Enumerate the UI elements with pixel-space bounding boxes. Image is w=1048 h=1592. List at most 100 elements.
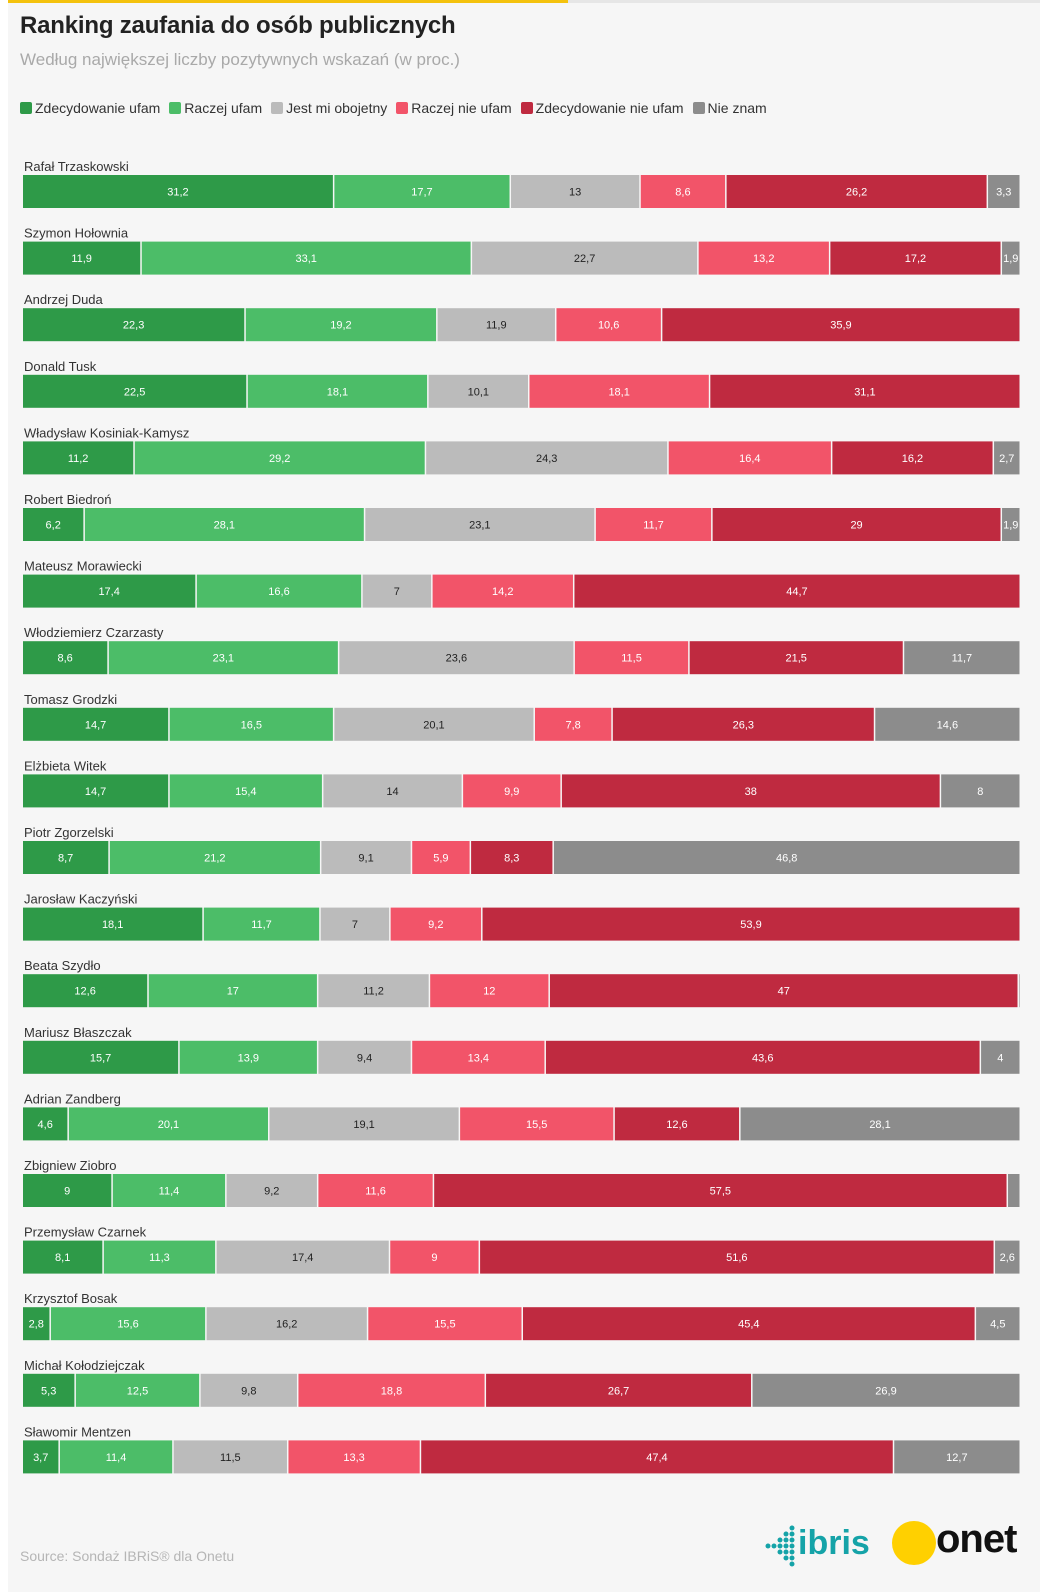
row-label: Elżbieta Witek — [24, 758, 107, 773]
bar-segment — [830, 241, 1001, 275]
data-label: 15,5 — [526, 1119, 547, 1131]
bar-segment — [726, 175, 987, 208]
legend-item: Nie znam — [692, 100, 767, 116]
legend-item: Zdecydowanie ufam — [20, 100, 160, 116]
bar-segment — [269, 1107, 459, 1141]
data-label: 11,4 — [159, 1186, 180, 1198]
bar-segment — [365, 508, 595, 541]
data-label: 12,5 — [127, 1385, 148, 1397]
bar-segment — [471, 841, 553, 874]
bar-segment — [112, 1174, 226, 1207]
bar-segment — [875, 707, 1020, 741]
data-label: 51,6 — [726, 1252, 747, 1264]
onet-wordmark: onet — [936, 1517, 1017, 1561]
bar-segment — [318, 1040, 411, 1074]
data-label: 11,3 — [149, 1252, 170, 1264]
bar-segment — [1002, 508, 1020, 541]
legend-swatch — [396, 102, 409, 114]
data-label: 16,6 — [268, 586, 289, 598]
data-label: 16,4 — [739, 453, 760, 465]
data-label: 31,2 — [167, 187, 188, 199]
row-label: Michał Kołodziejczak — [24, 1358, 145, 1373]
data-label: 53,9 — [740, 919, 761, 931]
data-label: 3,7 — [33, 1452, 48, 1464]
data-label: 9,9 — [504, 786, 519, 798]
data-label: 4,5 — [990, 1319, 1005, 1331]
row-label: Szymon Hołownia — [24, 226, 129, 241]
data-label: 21,5 — [785, 653, 806, 665]
data-label: 9,2 — [264, 1186, 279, 1198]
bar-segment — [941, 774, 1020, 808]
onet-dot-icon — [892, 1521, 936, 1565]
data-label: 12 — [483, 986, 495, 998]
data-label: 9,2 — [428, 919, 443, 931]
data-label: 8,6 — [675, 187, 690, 199]
bar-segment — [662, 308, 1020, 342]
bar-segment — [994, 441, 1020, 475]
bar-segment — [59, 1440, 173, 1474]
legend-item: Zdecydowanie nie ufam — [520, 100, 684, 116]
bar-segment — [412, 841, 470, 874]
ibris-wordmark: ibris — [798, 1524, 870, 1562]
bar-segment — [752, 1373, 1020, 1407]
data-label: 15,7 — [90, 1052, 111, 1064]
row-label: Piotr Zgorzelski — [24, 825, 114, 840]
bar-segment — [894, 1440, 1020, 1474]
legend-label: Zdecydowanie ufam — [35, 100, 161, 116]
bar-segment — [226, 1174, 317, 1207]
bar-segment — [976, 1307, 1020, 1341]
row-label: Zbigniew Ziobro — [24, 1158, 117, 1173]
data-label: 10,1 — [468, 386, 489, 398]
bar-segment — [740, 1107, 1020, 1141]
data-label: 28,1 — [869, 1119, 890, 1131]
bar-segment — [362, 574, 432, 608]
data-label: 17,7 — [411, 187, 432, 199]
data-label: 23,1 — [469, 520, 490, 532]
bar-segment — [668, 441, 831, 475]
data-label: 11,5 — [220, 1452, 241, 1464]
bar-segment — [247, 374, 428, 408]
data-label: 12,6 — [74, 986, 95, 998]
data-label: 31,1 — [854, 386, 875, 398]
data-label: 33,1 — [295, 253, 316, 265]
data-label: 14,7 — [85, 786, 106, 798]
legend-label: Zdecydowanie nie ufam — [535, 100, 684, 116]
bar-segment — [486, 1373, 752, 1407]
data-label: 9,1 — [358, 853, 373, 865]
data-label: 11,2 — [68, 453, 89, 465]
data-label: 29,2 — [269, 453, 290, 465]
bar-segment — [463, 774, 561, 808]
row-label: Donald Tusk — [24, 359, 97, 374]
bar-segment — [169, 774, 322, 808]
bar-segment — [832, 441, 993, 475]
data-label: 6,2 — [46, 520, 61, 532]
bar-segment — [428, 374, 528, 408]
data-label: 9 — [64, 1186, 70, 1198]
bar-segment — [109, 841, 320, 874]
bar-segment — [23, 1373, 75, 1407]
bar-segment — [23, 1040, 179, 1074]
data-label: 26,9 — [875, 1385, 896, 1397]
bar-segment — [23, 1307, 50, 1341]
bar-segment — [1002, 241, 1020, 275]
data-label: 22,3 — [123, 320, 144, 332]
data-label: 47 — [778, 986, 790, 998]
data-label: 14,7 — [85, 719, 106, 731]
data-label: 12,6 — [666, 1119, 687, 1131]
bar-segment — [23, 1440, 59, 1474]
data-label: 11,9 — [71, 253, 92, 265]
bar-segment — [368, 1307, 522, 1341]
row-label: Rafał Trzaskowski — [24, 159, 129, 174]
data-label: 26,7 — [608, 1385, 629, 1397]
bar-segment — [298, 1373, 485, 1407]
data-label: 11,7 — [643, 520, 664, 532]
data-label: 9,4 — [357, 1052, 372, 1064]
bar-segment — [23, 974, 148, 1008]
bar-segment — [320, 907, 390, 941]
row-label: Robert Biedroń — [24, 492, 111, 507]
data-label: 11,7 — [952, 653, 973, 665]
bar-segment — [108, 641, 338, 675]
data-label: 24,3 — [536, 453, 557, 465]
bar-segment — [141, 241, 471, 275]
top-rule-accent — [8, 0, 568, 3]
